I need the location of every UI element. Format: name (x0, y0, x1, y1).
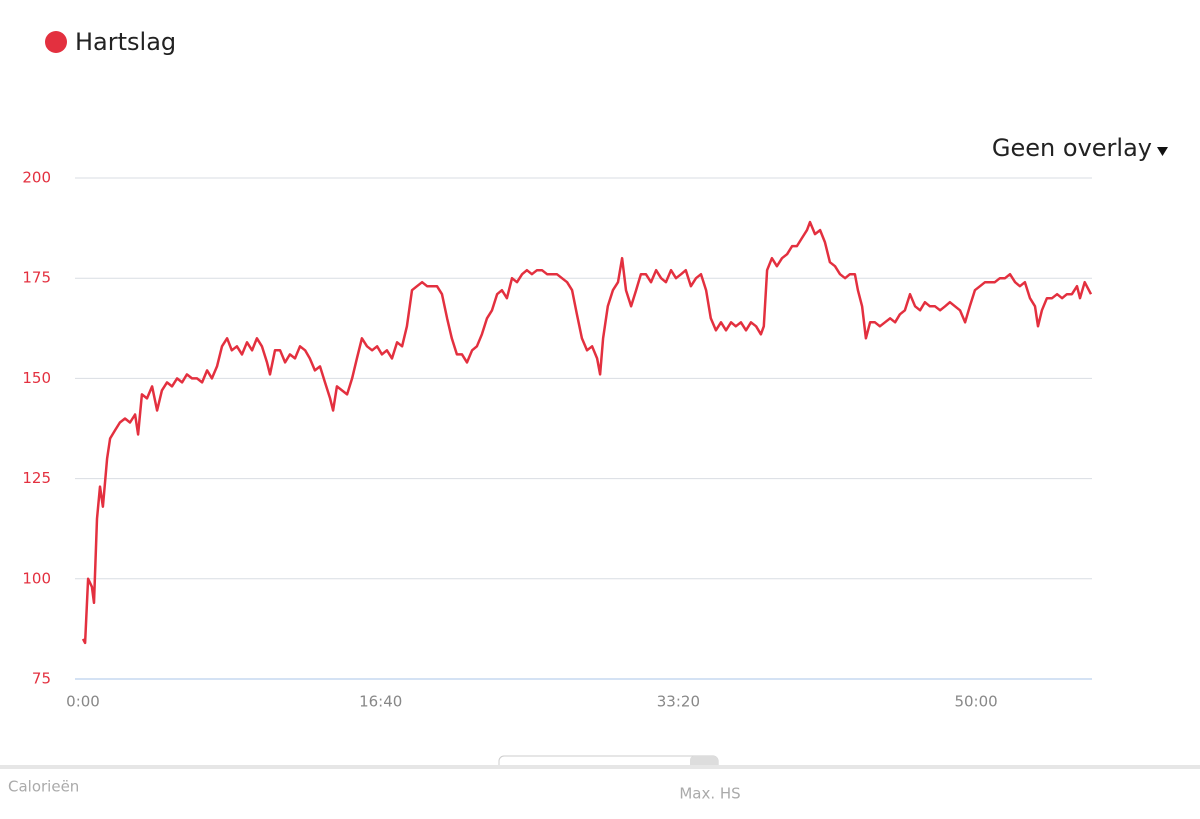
dropdown-arrow (1157, 147, 1168, 156)
stat-label: Calorieën (8, 778, 79, 796)
overlay-dropdown[interactable]: Geen overlay (992, 134, 1152, 162)
stat-label: Max. HS (679, 785, 740, 803)
y-tick-label: 150 (22, 369, 51, 387)
data-line (81, 220, 1093, 645)
plot-area: 75 100 125 150 175 200 0:00 16:40 33:20 50:00 (22, 169, 1093, 711)
x-tick-label: 33:20 (657, 693, 700, 711)
x-tick-label: 0:00 (66, 693, 100, 711)
x-tick-label: 50:00 (954, 693, 997, 711)
legend-dot (45, 31, 67, 53)
y-tick-label: 175 (22, 269, 51, 287)
y-tick-label: 125 (22, 469, 51, 487)
divider (0, 765, 1200, 769)
y-tick-label: 200 (22, 169, 51, 187)
y-tick-label: 100 (22, 569, 51, 587)
legend-label[interactable]: Hartslag (75, 28, 176, 56)
y-tick-label: 75 (32, 670, 51, 688)
bottom-panel (0, 769, 1200, 819)
x-tick-label: 16:40 (359, 693, 402, 711)
